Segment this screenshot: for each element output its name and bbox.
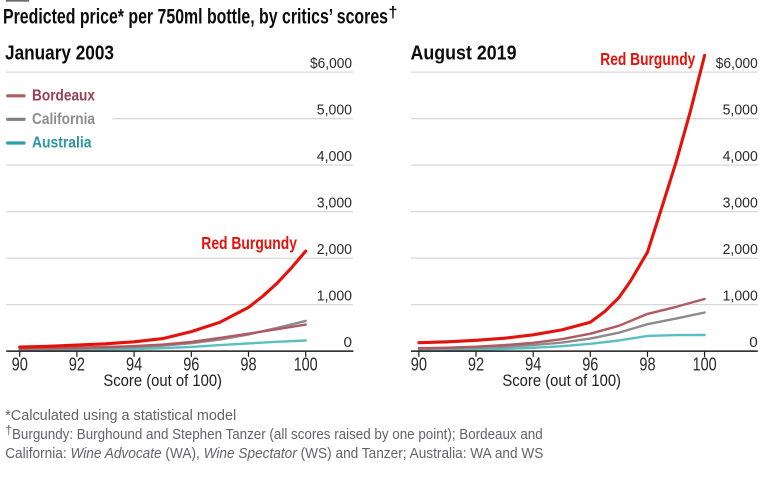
svg-text:August 2019: August 2019 <box>411 42 517 64</box>
svg-text:Predicted price* per 750ml bot: Predicted price* per 750ml bottle, by cr… <box>3 5 388 28</box>
svg-text:5,000: 5,000 <box>317 101 352 118</box>
svg-text:90: 90 <box>12 355 28 375</box>
svg-text:$6,000: $6,000 <box>310 55 352 72</box>
svg-text:92: 92 <box>69 355 85 375</box>
svg-text:0: 0 <box>344 334 353 351</box>
svg-text:90: 90 <box>411 355 427 375</box>
svg-text:California: California <box>32 111 95 128</box>
svg-text:0: 0 <box>749 334 758 351</box>
svg-text:5,000: 5,000 <box>723 101 758 118</box>
svg-text:Bordeaux: Bordeaux <box>32 87 95 104</box>
svg-text:†: † <box>389 5 398 22</box>
svg-text:January 2003: January 2003 <box>5 42 114 64</box>
svg-text:96: 96 <box>582 355 598 375</box>
svg-text:Red Burgundy: Red Burgundy <box>600 49 695 69</box>
svg-text:Score (out of 100): Score (out of 100) <box>103 371 222 390</box>
svg-text:3,000: 3,000 <box>723 194 758 211</box>
svg-text:1,000: 1,000 <box>723 287 758 304</box>
svg-text:Score (out of 100): Score (out of 100) <box>502 371 621 390</box>
svg-text:$6,000: $6,000 <box>716 55 758 72</box>
svg-text:4,000: 4,000 <box>317 148 352 165</box>
svg-text:94: 94 <box>525 355 541 375</box>
svg-text:2,000: 2,000 <box>317 241 352 258</box>
svg-text:Red Burgundy: Red Burgundy <box>201 233 297 253</box>
svg-text:*Calculated using a statistica: *Calculated using a statistical model <box>5 408 236 424</box>
svg-text:4,000: 4,000 <box>723 148 758 165</box>
svg-text:2,000: 2,000 <box>723 241 758 258</box>
svg-text:Burgundy: Burghound and Stephe: Burgundy: Burghound and Stephen Tanzer (… <box>12 427 543 443</box>
svg-text:100: 100 <box>693 355 717 375</box>
svg-text:92: 92 <box>468 355 484 375</box>
svg-text:Australia: Australia <box>32 135 92 152</box>
svg-text:98: 98 <box>639 355 655 375</box>
svg-text:98: 98 <box>240 355 256 375</box>
svg-text:96: 96 <box>183 355 199 375</box>
svg-text:100: 100 <box>294 355 318 375</box>
svg-text:3,000: 3,000 <box>317 194 352 211</box>
svg-text:†: † <box>5 424 12 438</box>
svg-text:California: Wine Advocate (WA): California: Wine Advocate (WA), Wine Spe… <box>5 446 543 462</box>
svg-text:94: 94 <box>126 355 142 375</box>
svg-text:1,000: 1,000 <box>317 287 352 304</box>
